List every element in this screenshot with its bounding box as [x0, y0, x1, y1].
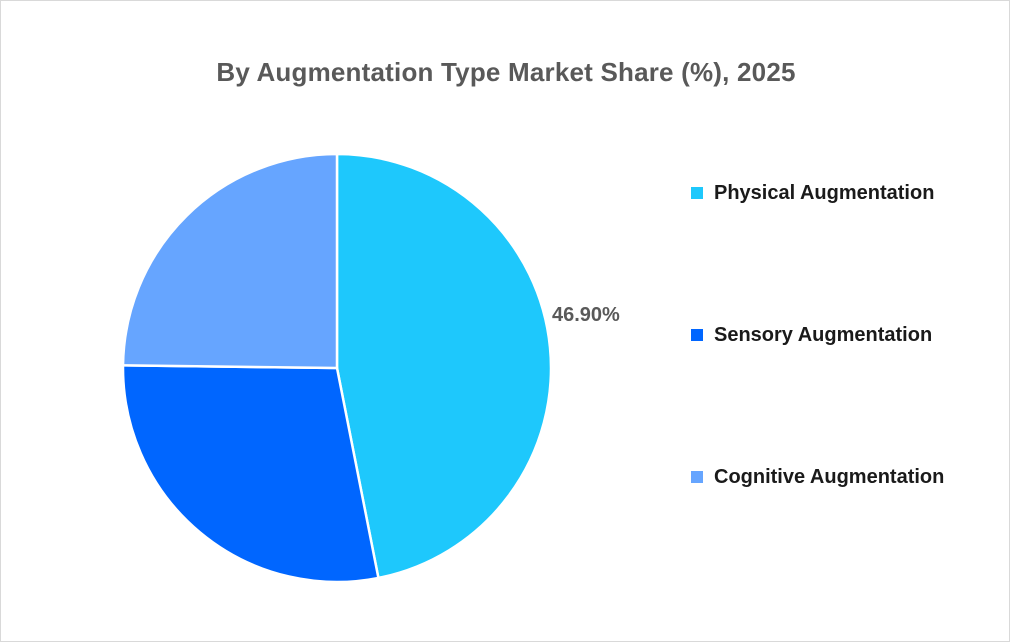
- legend-label-cognitive-augmentation: Cognitive Augmentation: [714, 466, 945, 488]
- legend-label-sensory-augmentation: Sensory Augmentation: [714, 324, 933, 346]
- pie-slice-sensory-augmentation: [121, 364, 380, 584]
- chart-title: By Augmentation Type Market Share (%), 2…: [216, 57, 796, 87]
- legend-swatch-physical-augmentation: [691, 187, 703, 199]
- data-label-physical-augmentation: 46.90%: [552, 304, 620, 326]
- legend-swatch-sensory-augmentation: [691, 329, 703, 341]
- legend-swatch-cognitive-augmentation: [691, 471, 703, 483]
- pie-slice-physical-augmentation: [335, 152, 553, 580]
- pie-slice-cognitive-augmentation: [121, 152, 339, 370]
- legend-label-physical-augmentation: Physical Augmentation: [714, 182, 935, 204]
